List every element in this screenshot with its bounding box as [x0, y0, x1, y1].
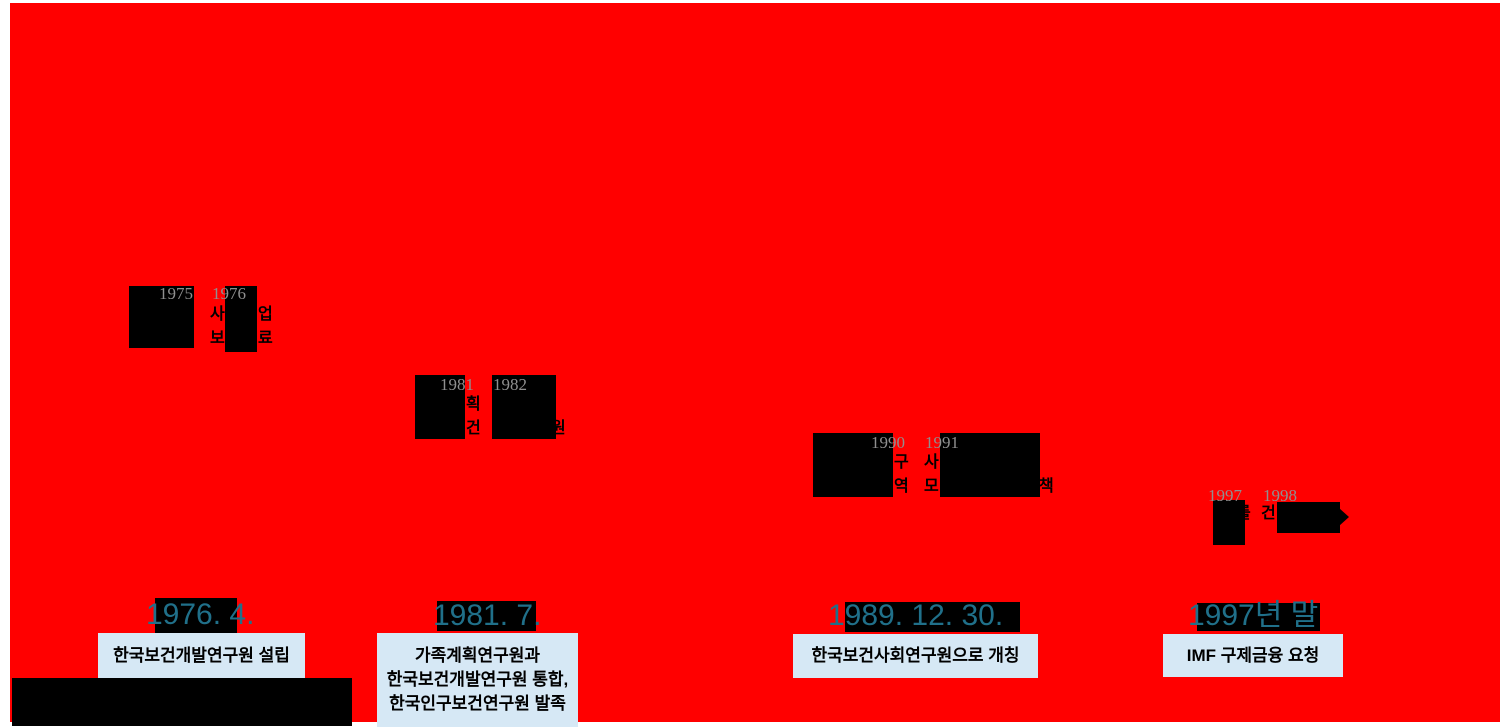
photo-placeholder — [129, 286, 194, 348]
milestone-date: 1976. 4. — [146, 598, 255, 631]
photo-placeholder — [940, 433, 1040, 497]
photo-placeholder — [225, 286, 257, 352]
year-label: 1998 — [1263, 486, 1297, 505]
caption-fragment: 획 — [466, 396, 481, 413]
year-label: 1997 — [1208, 486, 1242, 505]
milestone-date: 1997년 말 — [1188, 599, 1319, 632]
milestone-label-box: IMF 구제금융 요청 — [1163, 634, 1343, 677]
milestone-label-line: 한국보건사회연구원으로 개칭 — [811, 646, 1020, 665]
caption-fragment: 건 — [1261, 505, 1276, 522]
milestone-label-box: 한국보건사회연구원으로 개칭 — [793, 634, 1038, 678]
milestone-date: 1989. 12. 30. — [828, 599, 1004, 632]
milestone-label-line: 한국보건개발연구원 통합, — [386, 670, 569, 689]
milestone-label-box: 한국보건개발연구원 설립 — [98, 633, 305, 678]
year-label: 1991 — [925, 433, 959, 452]
caption-fragment: 구 — [894, 454, 909, 471]
date-highlight-bar — [1197, 603, 1320, 631]
milestone-label-line: 한국보건개발연구원 설립 — [113, 645, 290, 665]
milestone-date: 1981. 7. — [433, 599, 542, 632]
arrow-right-icon — [1339, 508, 1349, 526]
date-highlight-bar — [437, 601, 536, 631]
photo-placeholder — [12, 678, 352, 726]
photo-placeholder — [415, 375, 465, 439]
year-label: 1982 — [493, 375, 527, 394]
caption-fragment: 보 — [210, 330, 225, 347]
milestone-label-box: 가족계획연구원과 한국보건개발연구원 통합, 한국인구보건연구원 발족 — [377, 633, 578, 727]
caption-fragment: 역 — [894, 478, 909, 495]
caption-fragment: 사 — [924, 454, 939, 471]
caption-fragment: 책 — [1039, 478, 1054, 495]
photo-placeholder — [1213, 500, 1245, 545]
caption-fragment: 건 — [466, 420, 481, 437]
caption-fragment: 사 — [210, 306, 225, 323]
caption-fragment: 료 — [258, 330, 273, 347]
red-background — [10, 3, 1500, 722]
milestone-label-line: 가족계획연구원과 — [414, 646, 541, 665]
year-label: 1975 — [159, 284, 193, 303]
photo-placeholder — [1277, 502, 1340, 533]
caption-fragment: 모 — [924, 478, 939, 495]
date-highlight-bar — [845, 602, 1020, 632]
photo-placeholder — [492, 375, 556, 439]
year-label: 1981 — [440, 375, 474, 394]
photo-placeholder — [813, 433, 893, 497]
milestone-label-line: IMF 구제금융 요청 — [1186, 645, 1320, 665]
year-label: 1976 — [212, 284, 246, 303]
milestone-label-line: 한국인구보건연구원 발족 — [389, 694, 566, 713]
year-label: 1990 — [871, 433, 905, 452]
caption-fragment: 업 — [258, 306, 273, 323]
date-highlight-bar — [155, 598, 237, 633]
